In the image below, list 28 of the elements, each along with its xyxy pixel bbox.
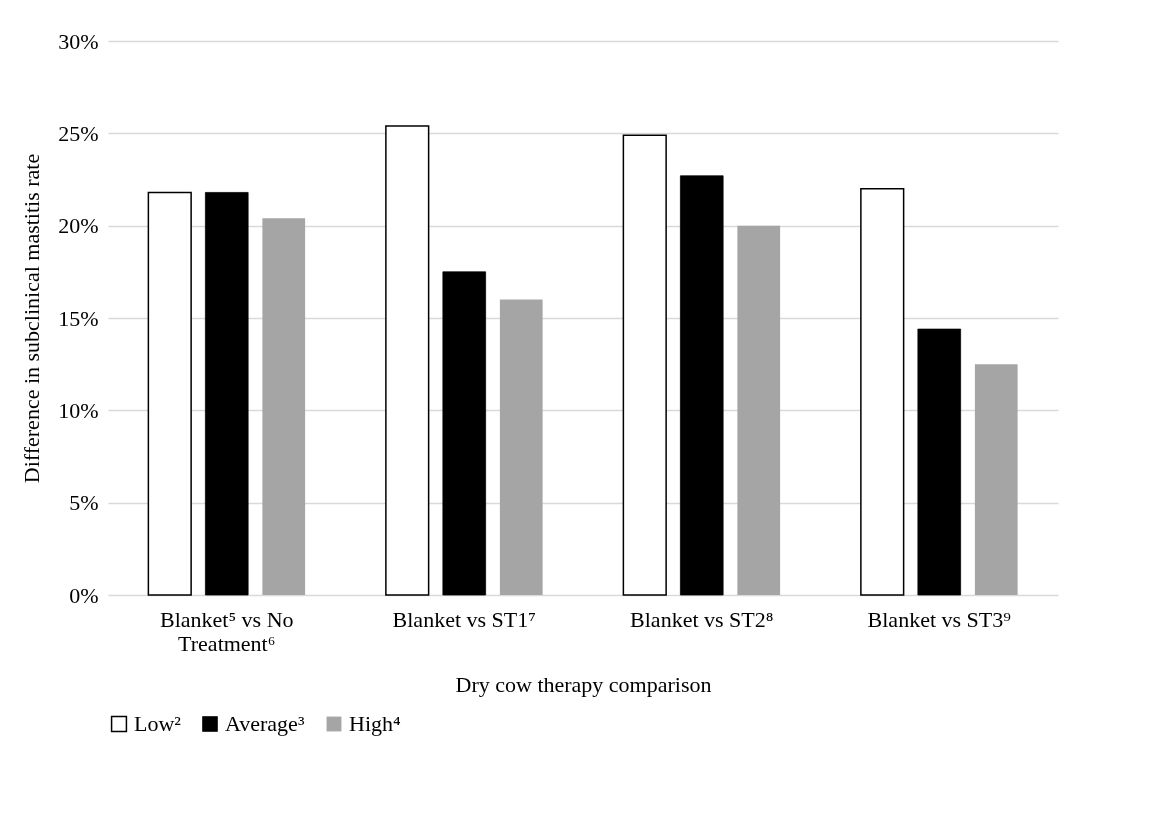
legend-label: Average³ [225, 711, 305, 736]
bar [442, 271, 487, 596]
legend-label: Low² [134, 711, 182, 736]
bar [737, 225, 781, 595]
y-axis-title: Difference in subclinical mastitis rate [19, 153, 45, 484]
y-tick-label: 30% [58, 28, 99, 54]
bar [860, 187, 905, 596]
x-tick-label: Blanket vs ST2⁸ [630, 606, 774, 632]
x-tick-label: Blanket vs ST1⁷ [392, 606, 536, 632]
x-tick-label: Blanket⁵ vs No Treatment⁶ [159, 606, 294, 656]
y-tick-label: 15% [58, 305, 99, 331]
legend-label: High⁴ [349, 711, 401, 736]
y-tick-label: 25% [58, 120, 99, 146]
x-tick-label: Blanket vs ST3⁹ [867, 606, 1012, 632]
bar [974, 364, 1018, 595]
bar [499, 299, 543, 595]
y-tick-label: 20% [58, 213, 99, 239]
bar [917, 328, 962, 596]
y-tick-label: 10% [58, 397, 99, 423]
y-tick-label: 0% [69, 582, 99, 608]
bar [385, 125, 430, 596]
bar [147, 191, 192, 596]
bar [622, 134, 667, 596]
bar [680, 175, 724, 596]
bar [262, 218, 306, 595]
y-tick-label: 5% [69, 490, 99, 516]
x-axis-title: Dry cow therapy comparison [455, 671, 712, 697]
bar [205, 192, 249, 596]
